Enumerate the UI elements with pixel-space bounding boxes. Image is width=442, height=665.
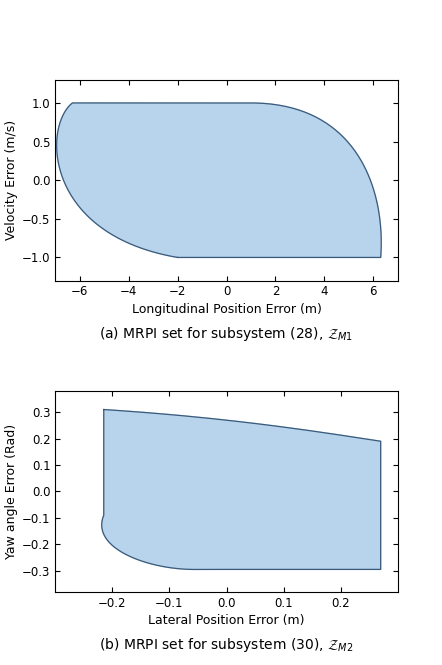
Text: (a) MRPI set for subsystem (28), $\mathcal{Z}_{M1}$: (a) MRPI set for subsystem (28), $\mathc… <box>99 325 354 342</box>
Polygon shape <box>57 103 381 257</box>
X-axis label: Longitudinal Position Error (m): Longitudinal Position Error (m) <box>132 303 321 316</box>
Text: (b) MRPI set for subsystem (30), $\mathcal{Z}_{M2}$: (b) MRPI set for subsystem (30), $\mathc… <box>99 636 354 654</box>
Y-axis label: Yaw angle Error (Rad): Yaw angle Error (Rad) <box>5 424 18 559</box>
Polygon shape <box>102 410 381 569</box>
Y-axis label: Velocity Error (m/s): Velocity Error (m/s) <box>5 120 18 240</box>
X-axis label: Lateral Position Error (m): Lateral Position Error (m) <box>148 614 305 627</box>
